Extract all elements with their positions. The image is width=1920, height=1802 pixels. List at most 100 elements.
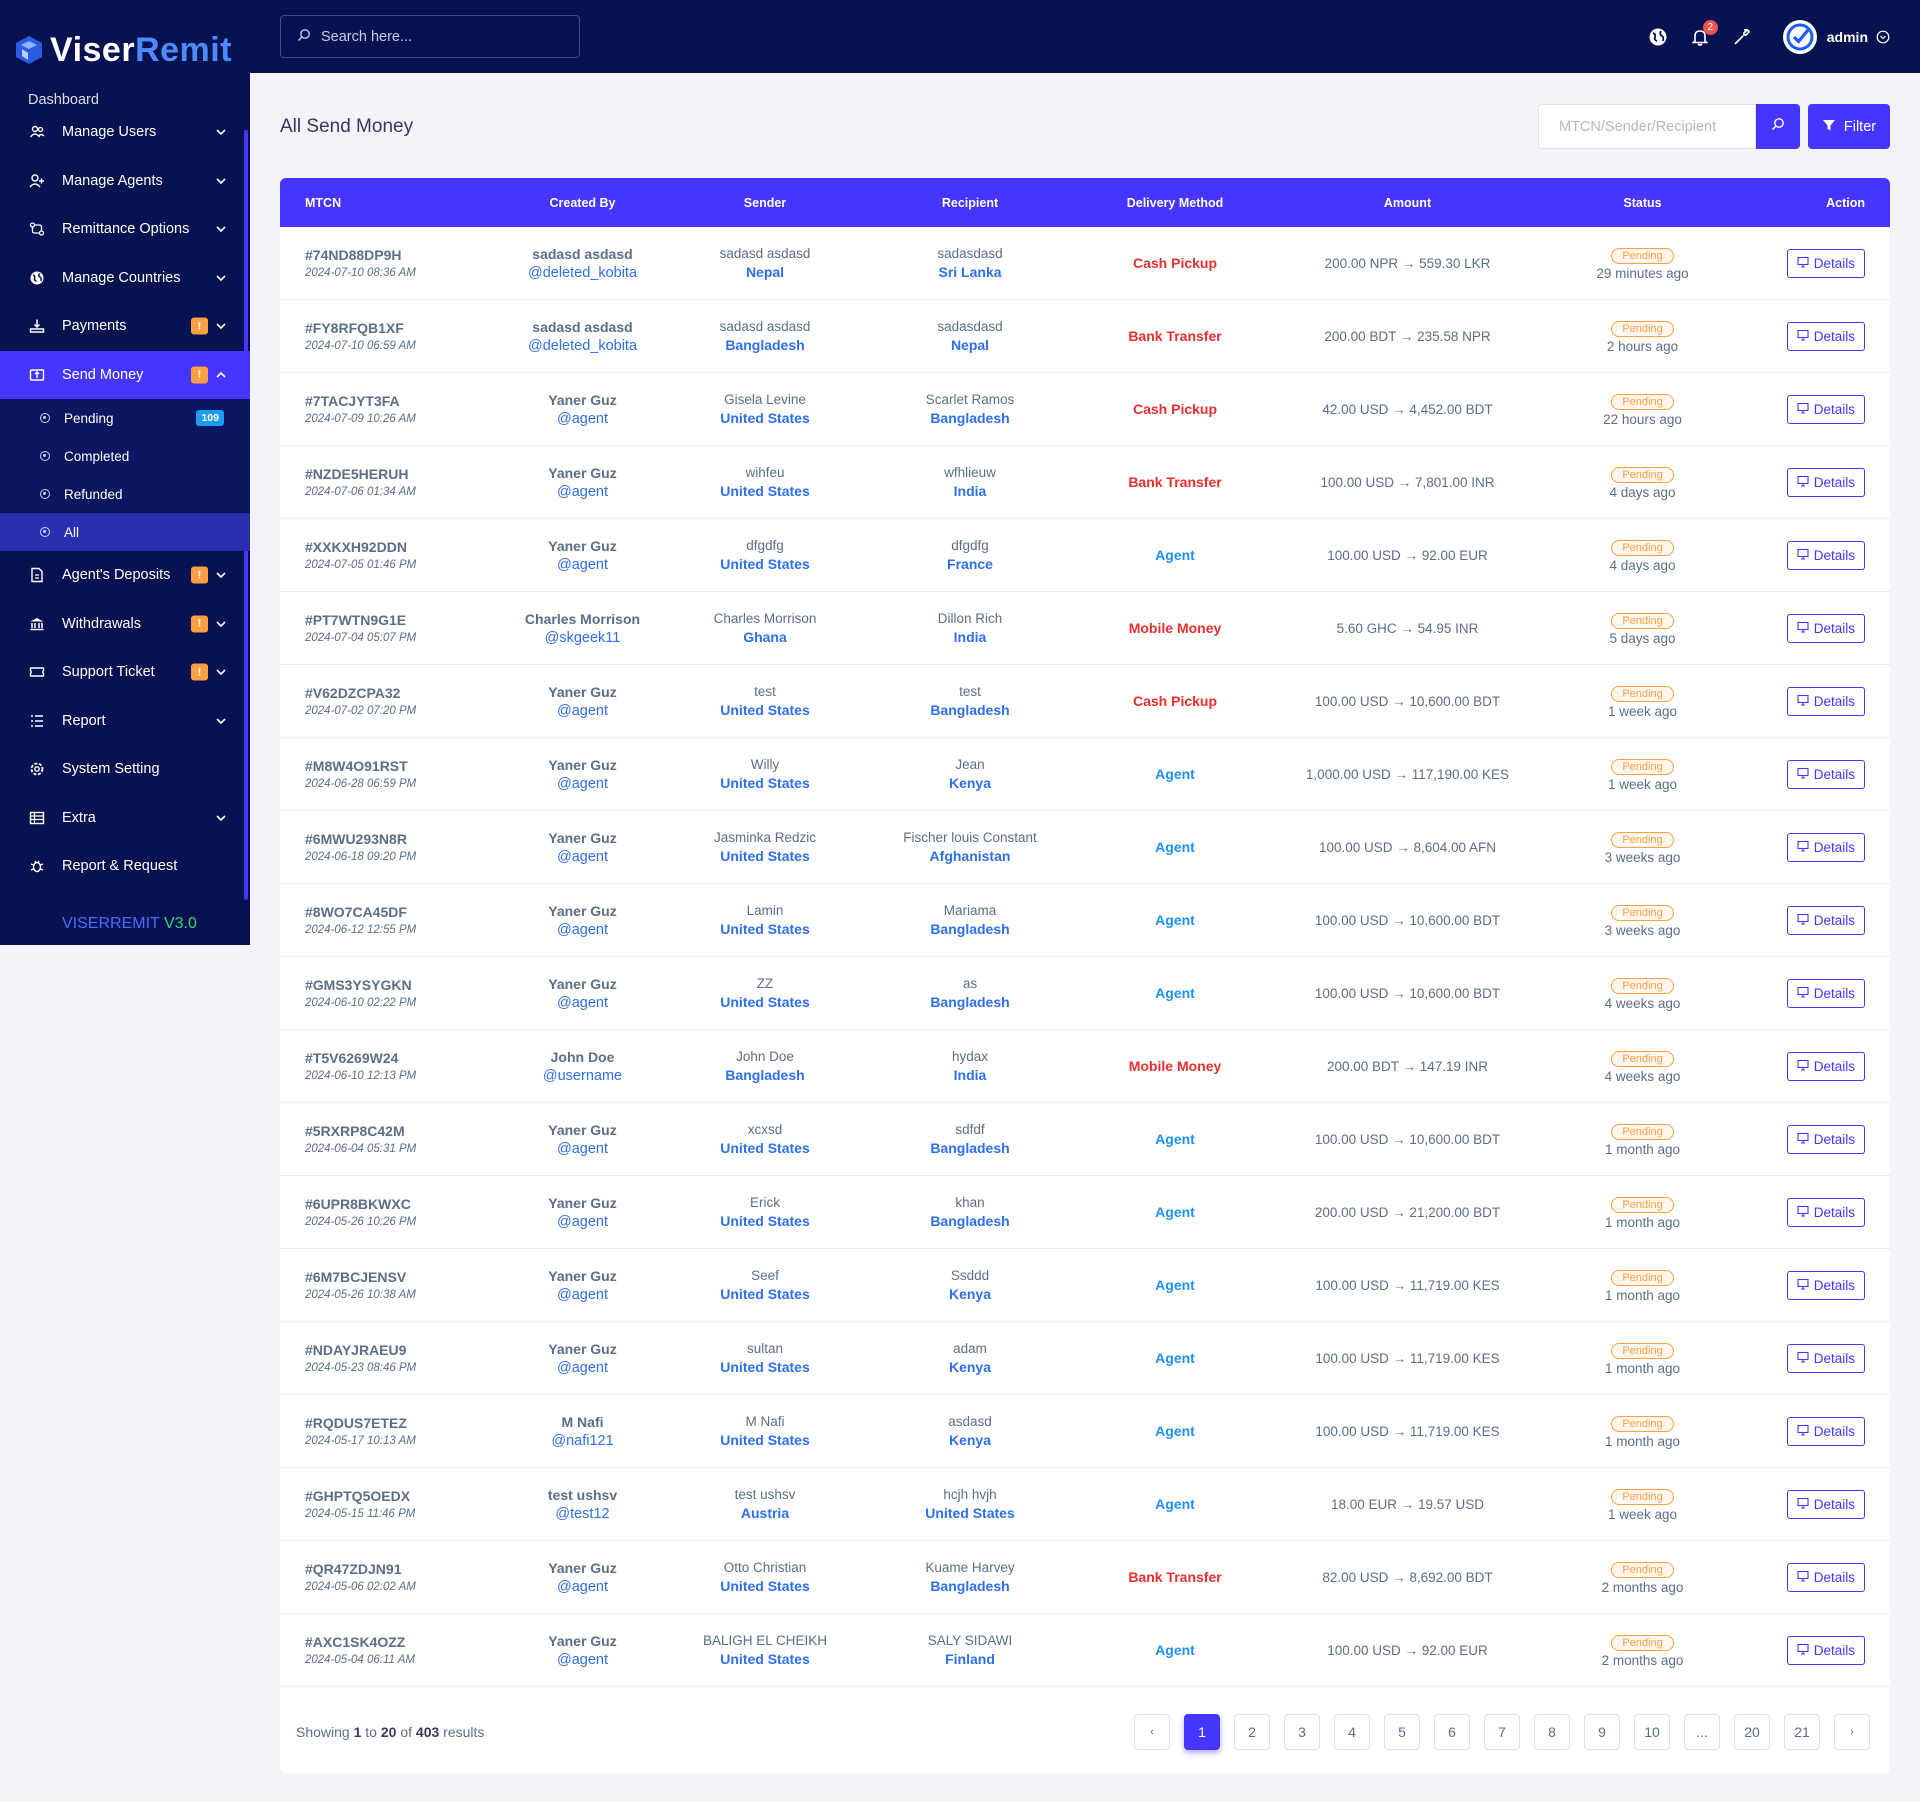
details-button[interactable]: Details <box>1786 1270 1865 1300</box>
sidebar-item-report[interactable]: Report <box>0 697 250 746</box>
amount-value: 1,000.00 USD → 117,190.00 KES <box>1305 767 1510 782</box>
search-button[interactable] <box>1756 104 1800 149</box>
bell-icon[interactable]: 2 <box>1689 19 1718 48</box>
creator-username-link[interactable]: @deleted_kobita <box>527 264 638 281</box>
wrench-icon[interactable] <box>1731 26 1753 48</box>
submenu-item-refunded[interactable]: Refunded <box>0 475 250 513</box>
brand-logo[interactable]: ViserRemit <box>0 0 250 100</box>
page-button[interactable]: 5 <box>1384 1714 1420 1750</box>
submenu-item-pending[interactable]: Pending 109 <box>0 399 250 437</box>
creator-username-link[interactable]: @nafi121 <box>551 1432 614 1449</box>
submenu-item-completed[interactable]: Completed <box>0 437 250 475</box>
creator-username-link[interactable]: @skgeek11 <box>544 629 621 646</box>
creator-username-link[interactable]: @agent <box>556 921 608 938</box>
page-button[interactable]: 7 <box>1484 1714 1520 1750</box>
mtcn-code: #M8W4O91RST <box>305 758 408 774</box>
filter-button[interactable]: Filter <box>1808 104 1890 149</box>
creator-username-link[interactable]: @agent <box>556 702 608 719</box>
details-button[interactable]: Details <box>1786 1051 1865 1081</box>
sidebar-item-manage-users[interactable]: Manage Users <box>0 108 250 157</box>
recipient-cell: Scarlet Ramos Bangladesh <box>860 392 1080 426</box>
avatar[interactable] <box>1782 19 1817 54</box>
creator-username-link[interactable]: @agent <box>556 1578 608 1595</box>
sidebar-item-extra[interactable]: Extra <box>0 794 250 843</box>
page-button-active[interactable]: 1 <box>1184 1714 1220 1750</box>
sidebar-item-dashboard[interactable]: Dashboard <box>0 90 250 108</box>
details-button[interactable]: Details <box>1786 1489 1865 1519</box>
delivery-method-cell: Agent <box>1080 1642 1270 1658</box>
page-button[interactable]: 3 <box>1284 1714 1320 1750</box>
details-button[interactable]: Details <box>1786 1635 1865 1665</box>
creator-username-link[interactable]: @agent <box>556 775 608 792</box>
creator-username-link[interactable]: @agent <box>556 1651 608 1668</box>
creator-username-link[interactable]: @agent <box>556 1359 608 1376</box>
sidebar-item-system-setting[interactable]: System Setting <box>0 745 250 794</box>
details-button[interactable]: Details <box>1786 613 1865 643</box>
sidebar-item-label: Extra <box>62 809 96 826</box>
creator-username-link[interactable]: @agent <box>556 483 608 500</box>
chevron-down-circle-icon[interactable] <box>1876 30 1890 44</box>
details-button[interactable]: Details <box>1786 832 1865 862</box>
sidebar-item-payments[interactable]: Payments! <box>0 302 250 351</box>
details-button[interactable]: Details <box>1786 759 1865 789</box>
creator-name: Yaner Guz <box>548 391 617 408</box>
creator-username-link[interactable]: @agent <box>556 1286 608 1303</box>
delivery-method-cell: Agent <box>1080 547 1270 563</box>
sidebar-item-manage-agents[interactable]: Manage Agents <box>0 157 250 206</box>
page-button[interactable]: 20 <box>1734 1714 1770 1750</box>
sender-cell: xcxsd United States <box>670 1122 860 1156</box>
table-row: #T5V6269W24 2024-06-10 12:13 PM John Doe @u… <box>280 1030 1890 1103</box>
sidebar-item-remittance-options[interactable]: Remittance Options <box>0 205 250 254</box>
page-button[interactable]: 6 <box>1434 1714 1470 1750</box>
sidebar-item-manage-countries[interactable]: Manage Countries <box>0 254 250 303</box>
sidebar-item-support-ticket[interactable]: Support Ticket! <box>0 648 250 697</box>
details-button[interactable]: Details <box>1786 1343 1865 1373</box>
prev-page-button[interactable]: ‹ <box>1134 1714 1170 1750</box>
details-button[interactable]: Details <box>1786 1124 1865 1154</box>
created-by-cell: Yaner Guz @agent <box>495 1268 670 1303</box>
creator-username-link[interactable]: @deleted_kobita <box>527 337 638 354</box>
creator-username-link[interactable]: @username <box>542 1067 623 1084</box>
amount-cell: 82.00 USD → 8,692.00 BDT <box>1270 1569 1545 1585</box>
globe-icon[interactable] <box>1647 26 1669 48</box>
creator-username-link[interactable]: @agent <box>556 410 608 427</box>
details-button[interactable]: Details <box>1786 686 1865 716</box>
details-button[interactable]: Details <box>1786 1416 1865 1446</box>
creator-username-link[interactable]: @agent <box>556 1213 608 1230</box>
status-badge-wrap: Pending <box>1545 1560 1740 1578</box>
sidebar-item-withdrawals[interactable]: Withdrawals! <box>0 600 250 649</box>
details-button[interactable]: Details <box>1786 467 1865 497</box>
creator-username-link[interactable]: @agent <box>556 1140 608 1157</box>
creator-username-link[interactable]: @agent <box>556 556 608 573</box>
details-button[interactable]: Details <box>1786 394 1865 424</box>
delivery-method-cell: Cash Pickup <box>1080 401 1270 417</box>
mtcn-search-input[interactable]: MTCN/Sender/Recipient <box>1538 104 1756 149</box>
details-button[interactable]: Details <box>1786 321 1865 351</box>
details-button[interactable]: Details <box>1786 905 1865 935</box>
sender-name: Seef <box>751 1268 779 1283</box>
details-button[interactable]: Details <box>1786 978 1865 1008</box>
sidebar-item-send-money[interactable]: Send Money ! <box>0 350 250 399</box>
details-button[interactable]: Details <box>1786 1197 1865 1227</box>
page-button[interactable]: 2 <box>1234 1714 1270 1750</box>
page-button[interactable]: 10 <box>1634 1714 1670 1750</box>
page-button[interactable]: 4 <box>1334 1714 1370 1750</box>
sidebar-item-agents-deposits[interactable]: Agent's Deposits! <box>0 551 250 600</box>
created-date: 2024-06-04 05:31 PM <box>305 1143 417 1155</box>
creator-username-link[interactable]: @agent <box>556 848 608 865</box>
admin-name[interactable]: admin <box>1826 28 1868 45</box>
next-page-button[interactable]: › <box>1834 1714 1870 1750</box>
details-button[interactable]: Details <box>1786 540 1865 570</box>
creator-username-link[interactable]: @test12 <box>555 1505 610 1522</box>
page-button[interactable]: 9 <box>1584 1714 1620 1750</box>
page-button[interactable]: 8 <box>1534 1714 1570 1750</box>
submenu-item-all[interactable]: All <box>0 513 250 551</box>
recipient-country: Bangladesh <box>930 702 1010 718</box>
global-search-input[interactable]: Search here... <box>280 15 580 58</box>
created-date: 2024-07-10 08:36 AM <box>305 267 416 279</box>
page-button[interactable]: 21 <box>1784 1714 1820 1750</box>
sidebar-item-report-request[interactable]: Report & Request <box>0 842 250 891</box>
creator-username-link[interactable]: @agent <box>556 994 608 1011</box>
details-button[interactable]: Details <box>1786 248 1865 278</box>
details-button[interactable]: Details <box>1786 1562 1865 1592</box>
